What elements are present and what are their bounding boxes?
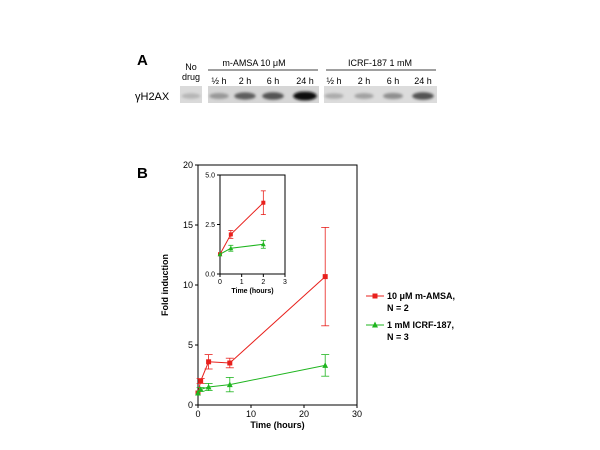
inset-y-tick-label: 5.0 (205, 172, 215, 179)
legend-label: N = 2 (387, 303, 409, 313)
inset-series-mamsa-point (228, 232, 233, 237)
timepoint-label-icrf: 24 h (414, 76, 432, 86)
control-label-line1: No (185, 62, 197, 72)
blot-band-icrf (324, 93, 344, 99)
timepoint-label-mamsa: 24 h (296, 76, 314, 86)
inset-series-icrf-point (217, 251, 223, 257)
main-series-mamsa-point (206, 359, 212, 365)
main-x-tick-label: 30 (352, 409, 362, 419)
main-y-tick-label: 0 (188, 400, 193, 410)
main-series-icrf-point (226, 381, 233, 388)
main-x-tick-label: 20 (299, 409, 309, 419)
timepoint-label-icrf: 6 h (387, 76, 400, 86)
blot-band-icrf (383, 92, 403, 100)
main-series-icrf-point (195, 389, 201, 396)
timepoint-label-mamsa: 2 h (239, 76, 252, 86)
legend: 10 μM m-AMSA, N = 2 1 mM ICRF-187, N = 3 (366, 291, 455, 342)
legend-marker (372, 321, 378, 328)
blot-band-mamsa (262, 92, 284, 100)
main-y-tick-label: 15 (183, 220, 193, 230)
main-y-tick-label: 5 (188, 340, 193, 350)
main-series-icrf-point (322, 362, 329, 368)
blot-band-icrf (354, 93, 374, 99)
inset-x-tick-label: 2 (261, 279, 265, 286)
legend-label: N = 3 (387, 332, 409, 342)
main-y-tick-label: 10 (183, 280, 193, 290)
main-y-tick-label: 20 (183, 160, 193, 170)
inset-y-tick-label: 0.0 (205, 271, 215, 278)
inset-x-tick-label: 1 (240, 279, 244, 286)
main-series-mamsa-point (198, 378, 204, 384)
inset-x-axis-label: Time (hours) (231, 288, 273, 295)
inset-y-tick-label: 2.5 (205, 222, 215, 229)
main-series-mamsa-point (322, 274, 328, 280)
main-x-axis-label: Time (hours) (250, 420, 304, 430)
control-label-line2: drug (182, 72, 200, 82)
inset-plot-frame (219, 174, 286, 275)
timepoint-label-mamsa: 6 h (267, 76, 280, 86)
main-series-icrf-point (197, 386, 204, 392)
blot-band-control (181, 93, 201, 99)
blot-band-mamsa (293, 91, 317, 101)
inset-x-tick-label: 0 (218, 279, 222, 286)
timepoint-label-mamsa: ½ h (211, 76, 226, 86)
blot-band-icrf (412, 92, 434, 100)
main-x-tick-label: 10 (246, 409, 256, 419)
legend-marker (372, 293, 378, 299)
legend-label: 10 μM m-AMSA, (387, 291, 455, 301)
inset-series-mamsa-point (261, 200, 266, 205)
blot-strip-icrf (324, 86, 437, 103)
timepoint-label-icrf: 2 h (358, 76, 371, 86)
group-label-mamsa: m-AMSA 10 μM (222, 58, 285, 68)
row-label-gh2ax: γH2AX (135, 91, 170, 103)
panel-a-label: A (137, 52, 148, 69)
inset-series-icrf-point (228, 245, 234, 251)
inset-chart: 0 1 2 3 0.0 2.5 5.0 Time (hours) (205, 172, 287, 295)
inset-series-icrf-point (260, 241, 266, 247)
legend-label: 1 mM ICRF-187, (387, 320, 454, 330)
timepoint-label-icrf: ½ h (326, 76, 341, 86)
blot-band-mamsa (234, 92, 256, 100)
inset-x-tick-label: 3 (283, 279, 287, 286)
main-series-icrf-point (205, 383, 212, 390)
main-y-axis-label: Fold induction (160, 254, 170, 316)
group-label-icrf: ICRF-187 1 mM (348, 58, 412, 68)
panel-b-label: B (137, 165, 148, 182)
main-series-mamsa-point (227, 360, 233, 366)
blot-band-mamsa (209, 93, 229, 99)
main-x-tick-label: 0 (195, 409, 200, 419)
